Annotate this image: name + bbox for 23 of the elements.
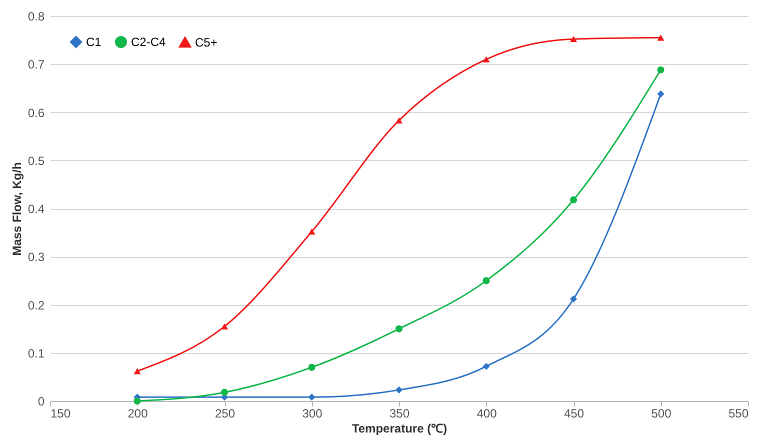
- x-tick-label: 450: [564, 406, 584, 420]
- x-tick-label: 350: [389, 406, 410, 420]
- y-tick-label: 0.3: [28, 250, 45, 264]
- y-tick-label: 0.7: [28, 58, 45, 72]
- x-axis-title: Temperature (℃): [352, 422, 448, 436]
- x-tick-label: 500: [651, 406, 672, 420]
- y-tick-label: 0.1: [28, 346, 45, 360]
- y-tick-label: 0.2: [28, 298, 45, 312]
- x-tick-label: 300: [302, 406, 323, 420]
- x-tick-label: 200: [128, 406, 148, 420]
- legend-label: C2-C4: [131, 35, 166, 49]
- y-axis-title: Mass Flow, Kg/h: [10, 162, 24, 256]
- x-tick-label: 250: [214, 406, 236, 420]
- legend-label: C5+: [195, 35, 218, 50]
- y-tick-label: 0.8: [28, 10, 45, 24]
- x-tick-label: 400: [476, 406, 498, 420]
- x-tick-label: 150: [50, 406, 71, 420]
- y-tick-label: 0.6: [28, 106, 45, 120]
- legend-label: C1: [86, 35, 102, 49]
- y-tick-label: 0.4: [28, 202, 45, 216]
- y-tick-label: 0.5: [28, 154, 45, 168]
- x-tick-label: 550: [728, 406, 749, 420]
- y-tick-label: 0: [38, 394, 45, 408]
